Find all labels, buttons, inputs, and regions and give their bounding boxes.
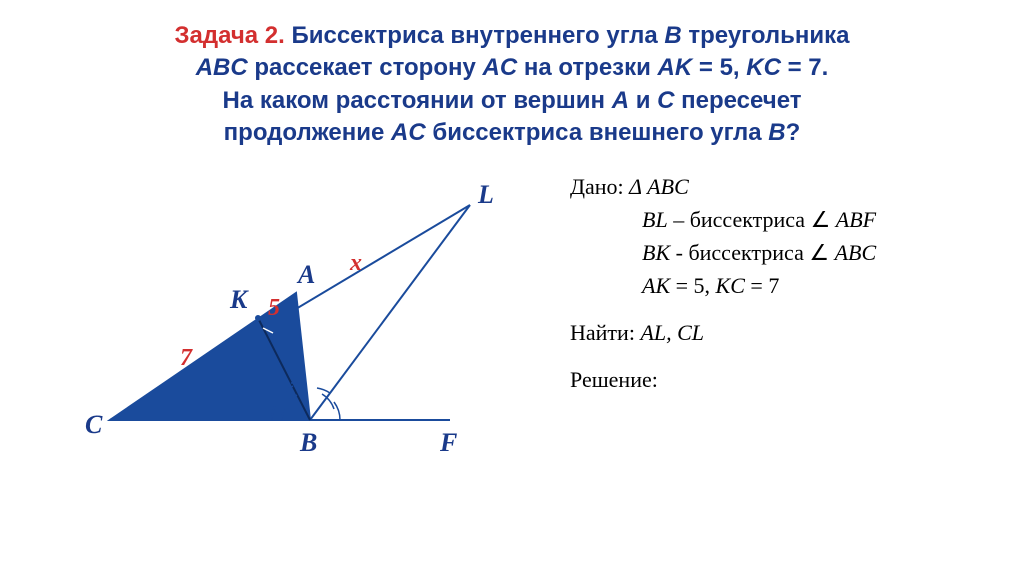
solution-line: Решение: xyxy=(570,363,876,396)
given-block: Дано: Δ ABC BL – биссектриса ∠ ABF BK - … xyxy=(540,170,876,490)
label-K: K xyxy=(230,285,247,315)
label-F: F xyxy=(440,428,457,458)
given-line-3: BK - биссектриса ∠ ABC xyxy=(570,236,876,269)
label-seg-5: 5 xyxy=(268,295,280,322)
label-A: A xyxy=(298,260,315,290)
task-number: Задача 2. xyxy=(174,22,284,49)
find-line: Найти: AL, CL xyxy=(570,316,876,349)
content-row: C B F A K L 5 7 x Дано: Δ ABC BL – биссе… xyxy=(0,160,1024,490)
label-L: L xyxy=(478,180,494,210)
given-line-4: AK = 5, KC = 7 xyxy=(570,269,876,302)
diagram-svg xyxy=(40,170,540,490)
label-C: C xyxy=(85,410,102,440)
label-seg-7: 7 xyxy=(180,345,192,372)
label-seg-x: x xyxy=(350,250,362,277)
geometry-diagram: C B F A K L 5 7 x xyxy=(40,170,540,490)
problem-title: Задача 2. Биссектриса внутреннего угла B… xyxy=(0,0,1024,160)
given-line-2: BL – биссектриса ∠ ABF xyxy=(570,203,876,236)
given-line-1: Дано: Δ ABC xyxy=(570,170,876,203)
label-B: B xyxy=(300,428,317,458)
